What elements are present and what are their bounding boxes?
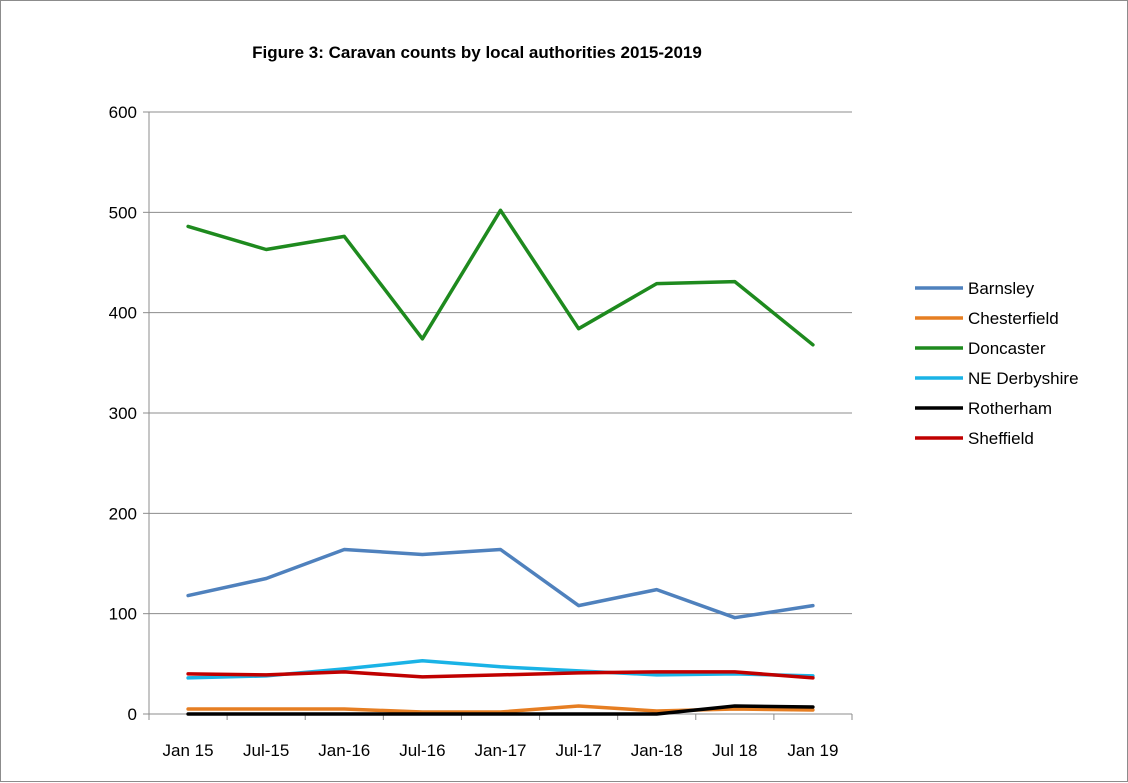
axes	[143, 111, 853, 720]
x-tick-label: Jan-17	[475, 741, 527, 760]
series-line-rotherham	[186, 704, 815, 716]
gridlines	[149, 111, 852, 615]
legend-label-sheffield: Sheffield	[968, 429, 1034, 448]
y-tick-label: 500	[109, 203, 137, 222]
series-line-doncaster	[186, 208, 815, 347]
chart-title: Figure 3: Caravan counts by local author…	[252, 43, 702, 62]
y-tick-label: 200	[109, 504, 137, 523]
y-tick-label: 0	[128, 705, 137, 724]
x-tick-label: Jan 15	[163, 741, 214, 760]
legend-label-doncaster: Doncaster	[968, 339, 1046, 358]
series-line-sheffield	[186, 670, 815, 680]
x-tick-label: Jan-18	[631, 741, 683, 760]
x-axis-tick-labels: Jan 15 Jul-15 Jan-16 Jul-16 Jan-17 Jul-17 Jan-…	[163, 741, 839, 760]
x-tick-label: Jan 19	[787, 741, 838, 760]
x-tick-label: Jul 18	[712, 741, 757, 760]
x-tick-label: Jul-16	[399, 741, 445, 760]
series-lines	[186, 208, 815, 716]
x-tick-label: Jan-16	[318, 741, 370, 760]
legend-label-ne-derbyshire: NE Derbyshire	[968, 369, 1079, 388]
series-line-barnsley	[186, 547, 815, 620]
legend: Barnsley Chesterfield Doncaster NE Derbyshi…	[915, 279, 1079, 448]
y-tick-label: 400	[109, 304, 137, 323]
legend-label-chesterfield: Chesterfield	[968, 309, 1059, 328]
legend-label-rotherham: Rotherham	[968, 399, 1052, 418]
x-tick-label: Jul-17	[555, 741, 601, 760]
y-tick-label: 600	[109, 103, 137, 122]
y-axis-tick-labels: 0 100 200 300 400 500 600	[109, 103, 137, 724]
y-tick-label: 100	[109, 605, 137, 624]
legend-label-barnsley: Barnsley	[968, 279, 1035, 298]
y-tick-label: 300	[109, 404, 137, 423]
x-tick-label: Jul-15	[243, 741, 289, 760]
